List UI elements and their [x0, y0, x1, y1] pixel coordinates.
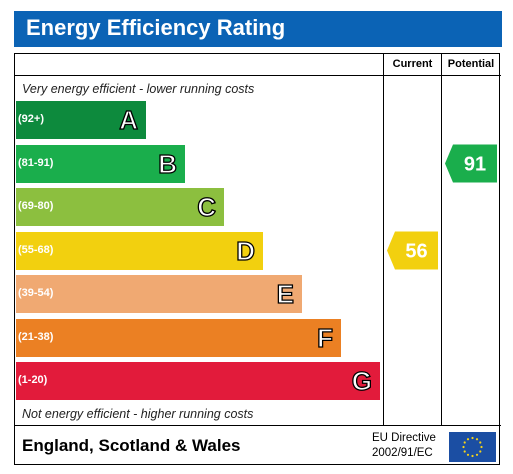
band-letter-g: G: [351, 365, 373, 396]
band-range-a: (92+): [18, 113, 44, 125]
top-note: Very energy efficient - lower running co…: [22, 82, 255, 96]
band-bar-e: [16, 275, 302, 313]
current-column-divider: [383, 53, 384, 425]
band-bar-c: [16, 188, 224, 226]
current-rating-value: 56: [405, 241, 427, 263]
band-letter-d: D: [236, 235, 256, 266]
band-letter-b: B: [158, 148, 178, 179]
bottom-note: Not energy efficient - higher running co…: [22, 407, 254, 421]
band-letter-c: C: [197, 191, 217, 222]
eu-flag-star: [462, 445, 465, 449]
eu-flag-star: [471, 436, 474, 440]
eu-flag-star: [466, 453, 470, 456]
current-column-header: Current: [392, 58, 433, 70]
potential-column-divider: [441, 53, 442, 425]
eu-flag-star: [463, 441, 466, 444]
footer-row-divider: [14, 425, 501, 426]
potential-rating-arrow: [445, 144, 497, 183]
eu-flag-star: [479, 441, 482, 444]
band-range-f: (21-38): [18, 330, 54, 343]
chart-frame: [14, 53, 500, 465]
band-letter-a: A: [119, 104, 139, 135]
eu-flag-star: [479, 450, 482, 453]
band-range-d: (55-68): [18, 243, 54, 256]
chart-title: Energy Efficiency Rating: [26, 15, 286, 40]
eu-directive-number: 2002/91/EC: [372, 447, 433, 459]
title-banner: Energy Efficiency Rating: [14, 11, 502, 47]
eu-directive-label: EU Directive: [372, 432, 436, 444]
band-bar-b: [16, 144, 185, 183]
band-letter-e: E: [276, 278, 295, 309]
band-bar-g: [16, 362, 380, 400]
eu-flag-star: [480, 445, 483, 449]
eu-flag-icon: [449, 432, 496, 462]
eu-flag-background: [449, 432, 496, 462]
potential-column-header: Potential: [447, 58, 495, 70]
band-range-c: (69-80): [18, 200, 54, 212]
eu-flag-star: [471, 454, 474, 458]
potential-rating-value: 91: [464, 154, 486, 176]
eu-flag-star: [466, 438, 470, 441]
band-range-e: (39-54): [18, 287, 54, 299]
current-rating-arrow: [387, 231, 438, 270]
header-row-divider: [14, 75, 501, 76]
band-range-b: (81-91): [18, 156, 54, 169]
eu-flag-star: [475, 453, 479, 456]
band-range-g: (1-20): [18, 374, 48, 386]
eu-flag-star: [463, 450, 466, 453]
band-bar-a: [16, 101, 146, 139]
eu-flag-star: [475, 438, 479, 441]
region-label: England, Scotland & Wales: [22, 436, 241, 455]
band-bar-f: [16, 318, 341, 357]
band-bar-d: [16, 231, 263, 270]
band-letter-f: F: [316, 322, 333, 353]
